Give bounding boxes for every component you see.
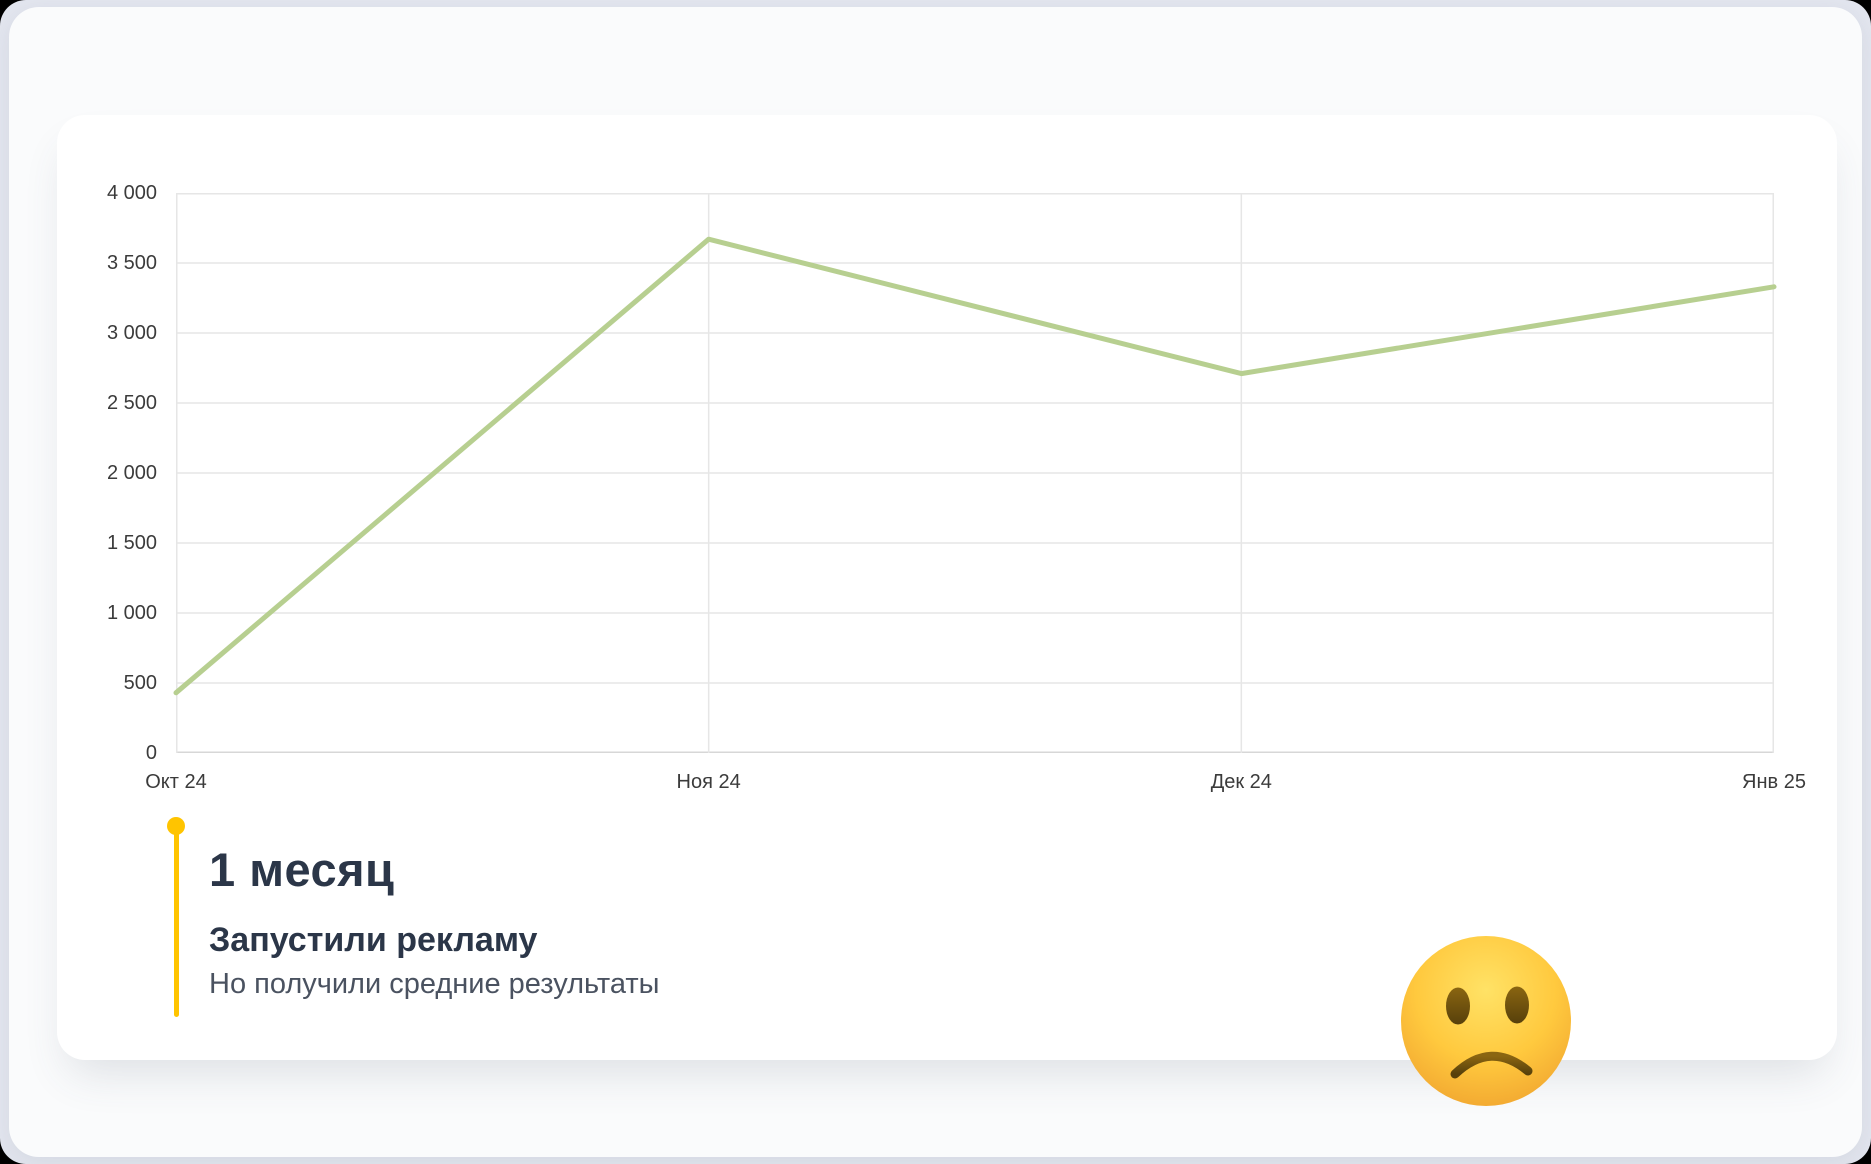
timeline-event-title: Запустили рекламу <box>209 921 538 959</box>
x-tick-label: Ноя 24 <box>676 771 741 793</box>
emoji-left-eye <box>1446 987 1470 1025</box>
y-tick-label: 2 500 <box>106 392 157 414</box>
y-tick-label: 1 000 <box>106 602 157 624</box>
y-tick-label: 2 000 <box>106 462 157 484</box>
y-tick-label: 1 500 <box>106 532 157 554</box>
y-tick-label: 4 000 <box>106 182 157 204</box>
y-tick-label: 3 500 <box>106 252 157 274</box>
timeline-event-subtitle: Но получили средние результаты <box>209 968 660 1000</box>
timeline-marker-dot <box>167 817 185 835</box>
y-tick-label: 0 <box>145 742 157 764</box>
series-line <box>173 236 1777 696</box>
emoji-frown-mouth <box>1450 1051 1533 1079</box>
emoji-face <box>1401 936 1571 1106</box>
y-tick-label: 3 000 <box>106 322 157 344</box>
emoji-right-eye <box>1505 986 1529 1024</box>
timeline-period-heading: 1 месяц <box>209 843 395 896</box>
slightly-frowning-face-emoji <box>1401 936 1571 1106</box>
timeline-vertical-line <box>174 829 179 1017</box>
x-tick-label: Дек 24 <box>1210 771 1272 793</box>
x-tick-label: Янв 25 <box>1742 771 1806 793</box>
line-chart: 0 500 1 000 1 500 2 000 2 500 3 000 3 500 4 000 О… <box>57 115 1837 1060</box>
outer-panel: 0 500 1 000 1 500 2 000 2 500 3 000 3 500 4 000 О… <box>9 7 1862 1157</box>
x-tick-label: Окт 24 <box>145 771 207 793</box>
chart-card: 0 500 1 000 1 500 2 000 2 500 3 000 3 500 4 000 О… <box>57 115 1837 1060</box>
y-tick-label: 500 <box>123 672 157 694</box>
plot-svg <box>173 193 1777 753</box>
